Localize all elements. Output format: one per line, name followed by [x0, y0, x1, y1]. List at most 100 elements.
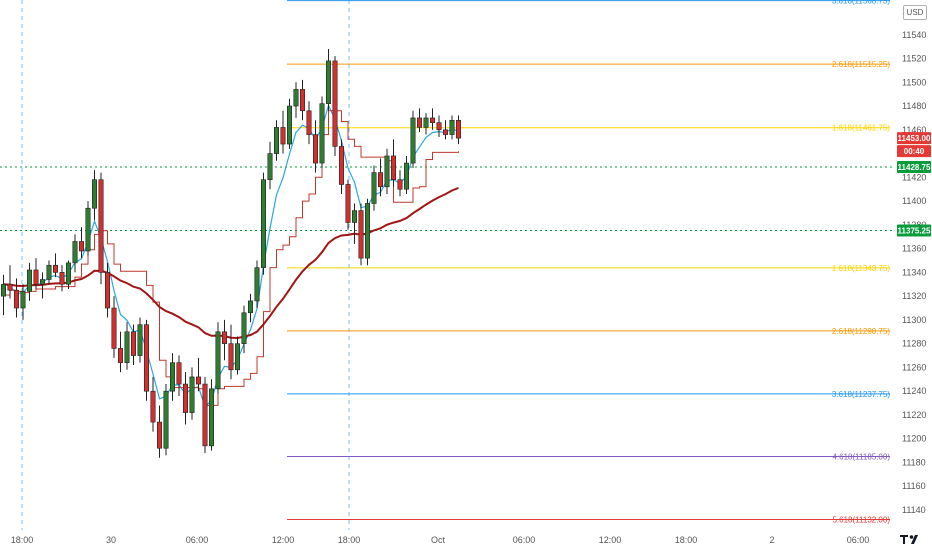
candle: [423, 113, 429, 135]
candle: [410, 110, 416, 168]
time-axis: 18:00 30 06:00 12:00 18:00 Oct 06:00 12:00 18:00…: [0, 530, 932, 550]
candle-body: [358, 210, 364, 259]
candle-body: [306, 110, 312, 135]
candle: [312, 120, 318, 173]
candle: [306, 101, 312, 145]
last-price-tag-bg: [897, 132, 931, 145]
candle: [267, 141, 273, 190]
price-tick-label: 11280: [902, 339, 926, 349]
candle-body: [299, 89, 305, 112]
candle-body: [371, 172, 377, 204]
time-tick-label: 06:00: [847, 535, 870, 545]
candle-body: [442, 129, 448, 135]
candle-body: [449, 120, 455, 135]
slow-ma-line: [3, 186, 459, 340]
candle-body: [85, 207, 91, 252]
countdown-tag-bg: [897, 145, 931, 158]
candle-body: [423, 117, 429, 128]
baseline-step-line: [3, 110, 459, 406]
candle-body: [215, 331, 221, 390]
candle-body: [312, 134, 318, 164]
candle-body: [137, 324, 143, 356]
candle-body: [183, 383, 189, 413]
candle-body: [66, 262, 72, 285]
candle: [332, 56, 338, 156]
candle-body: [436, 122, 442, 131]
candle-body: [39, 279, 45, 285]
horizontal-price-lines: [0, 166, 895, 232]
candle: [241, 305, 247, 354]
candle: [72, 234, 78, 273]
candle-body: [33, 269, 39, 285]
candle-body: [455, 120, 461, 139]
candle: [416, 108, 422, 133]
currency-badge[interactable]: USD: [903, 5, 927, 20]
level-tag-bg: [897, 224, 931, 237]
price-tags: 11453.00 00:40 11428.75 11375.25: [897, 132, 931, 237]
candle-body: [150, 390, 156, 423]
price-tick-label: 11300: [902, 315, 926, 325]
time-tick-label: 12:00: [272, 535, 295, 545]
candle: [429, 108, 435, 130]
candle-body: [144, 324, 150, 392]
candle-body: [105, 272, 111, 309]
candle-body: [293, 89, 299, 107]
candle-body: [390, 155, 396, 181]
price-axis: 11140 11160 11180 11200 11220 11240 11260 11280…: [895, 0, 932, 550]
price-tick-label: 11420: [902, 172, 926, 182]
candle-body: [410, 117, 416, 164]
candle-body: [72, 241, 78, 264]
candle-body: [345, 184, 351, 223]
candle-body: [241, 312, 247, 344]
candle: [286, 98, 292, 149]
candle: [124, 322, 130, 370]
fibonacci-extension-lines: [287, 0, 890, 521]
session-break-lines: [21, 0, 350, 530]
candle: [351, 203, 357, 244]
candle: [397, 170, 403, 197]
candle-body: [319, 103, 325, 164]
price-tick-label: 11340: [902, 267, 926, 277]
candle: [85, 201, 91, 256]
candle-body: [364, 203, 370, 259]
fib-label: 2.618(11290.75): [832, 327, 890, 336]
fib-label: 3.618(11568.75): [832, 0, 890, 6]
fibonacci-labels: 3.618(11568.75) 2.618(11515.25) 1.618(1146…: [832, 0, 890, 525]
candle: [14, 278, 20, 318]
fib-label: 4.618(11185.00): [832, 453, 890, 462]
candle: [449, 115, 455, 140]
price-tick-label: 11360: [902, 244, 926, 254]
candle-body: [98, 179, 104, 273]
candle: [436, 115, 442, 137]
candle-body: [124, 331, 130, 363]
candle-body: [235, 343, 241, 371]
price-tick-label: 11140: [902, 505, 926, 515]
time-tick-label: 18:00: [675, 535, 698, 545]
candle: [358, 203, 364, 266]
candle: [215, 322, 221, 394]
fib-label: 1.618(11343.75): [832, 264, 890, 273]
candle-body: [377, 172, 383, 188]
candle-body: [196, 376, 202, 385]
price-tick-label: 11200: [902, 434, 926, 444]
fib-label: 1.618(11461.75): [832, 124, 890, 133]
price-tick-label: 11460: [902, 125, 926, 135]
candle-body: [176, 362, 182, 385]
candle-body: [273, 127, 279, 154]
candle: [254, 260, 260, 309]
candle-body: [254, 267, 260, 302]
candle-body: [79, 241, 85, 252]
candle: [157, 405, 163, 458]
candle-body: [260, 179, 266, 268]
candle: [7, 265, 13, 299]
candle-body: [163, 390, 169, 449]
level-tag: 11375.25: [898, 227, 931, 236]
candle-body: [338, 146, 344, 185]
candle: [235, 336, 241, 375]
candle-body: [248, 300, 254, 314]
candle-body: [20, 291, 26, 309]
candle: [59, 265, 65, 292]
tradingview-logo-icon: [900, 535, 918, 544]
